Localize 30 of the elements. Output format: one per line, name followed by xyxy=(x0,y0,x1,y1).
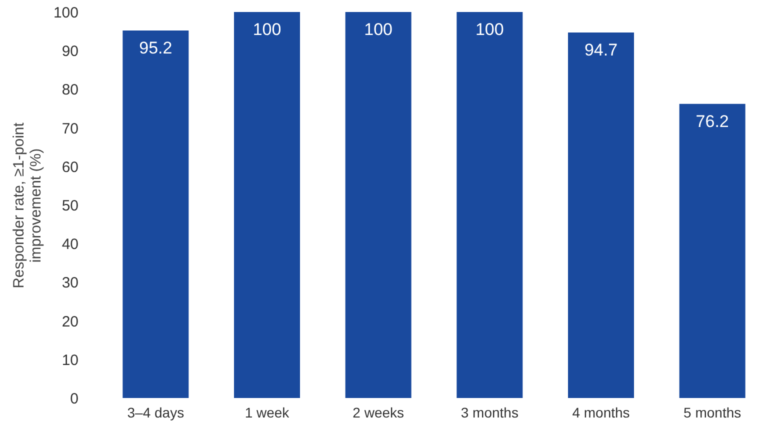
data-label: 94.7 xyxy=(584,40,618,60)
y-tick-label: 100 xyxy=(53,4,78,22)
data-label: 95.2 xyxy=(139,38,172,58)
x-tick-label: 2 weeks xyxy=(352,404,404,420)
x-tick-label: 5 months xyxy=(684,404,742,420)
data-label: 100 xyxy=(252,20,282,39)
data-label: 100 xyxy=(475,20,504,39)
data-label: 100 xyxy=(364,20,393,39)
data-label: 76.2 xyxy=(696,112,729,131)
bar xyxy=(122,30,189,398)
bar xyxy=(234,12,300,398)
y-tick-label: 10 xyxy=(62,352,78,369)
y-tick-label: 40 xyxy=(62,236,78,254)
y-tick-label: 0 xyxy=(70,390,78,408)
y-tick-label: 30 xyxy=(62,274,78,292)
x-tick-label: 4 months xyxy=(572,404,630,420)
x-tick-label: 3–4 days xyxy=(127,404,184,420)
bar xyxy=(679,104,746,398)
bar xyxy=(456,12,523,398)
y-tick-label: 90 xyxy=(62,43,78,60)
y-tick-label: 20 xyxy=(62,313,78,330)
y-axis-title: Responder rate, ≥1-point improvement (%) xyxy=(10,122,44,288)
y-tick-label: 80 xyxy=(62,82,78,99)
bar xyxy=(568,32,634,398)
y-tick-label: 60 xyxy=(62,158,78,176)
x-tick-label: 3 months xyxy=(460,404,518,420)
y-tick-label: 50 xyxy=(62,198,78,214)
x-tick-label: 1 week xyxy=(244,404,290,420)
y-tick-label: 70 xyxy=(62,120,78,138)
bar xyxy=(345,12,412,398)
